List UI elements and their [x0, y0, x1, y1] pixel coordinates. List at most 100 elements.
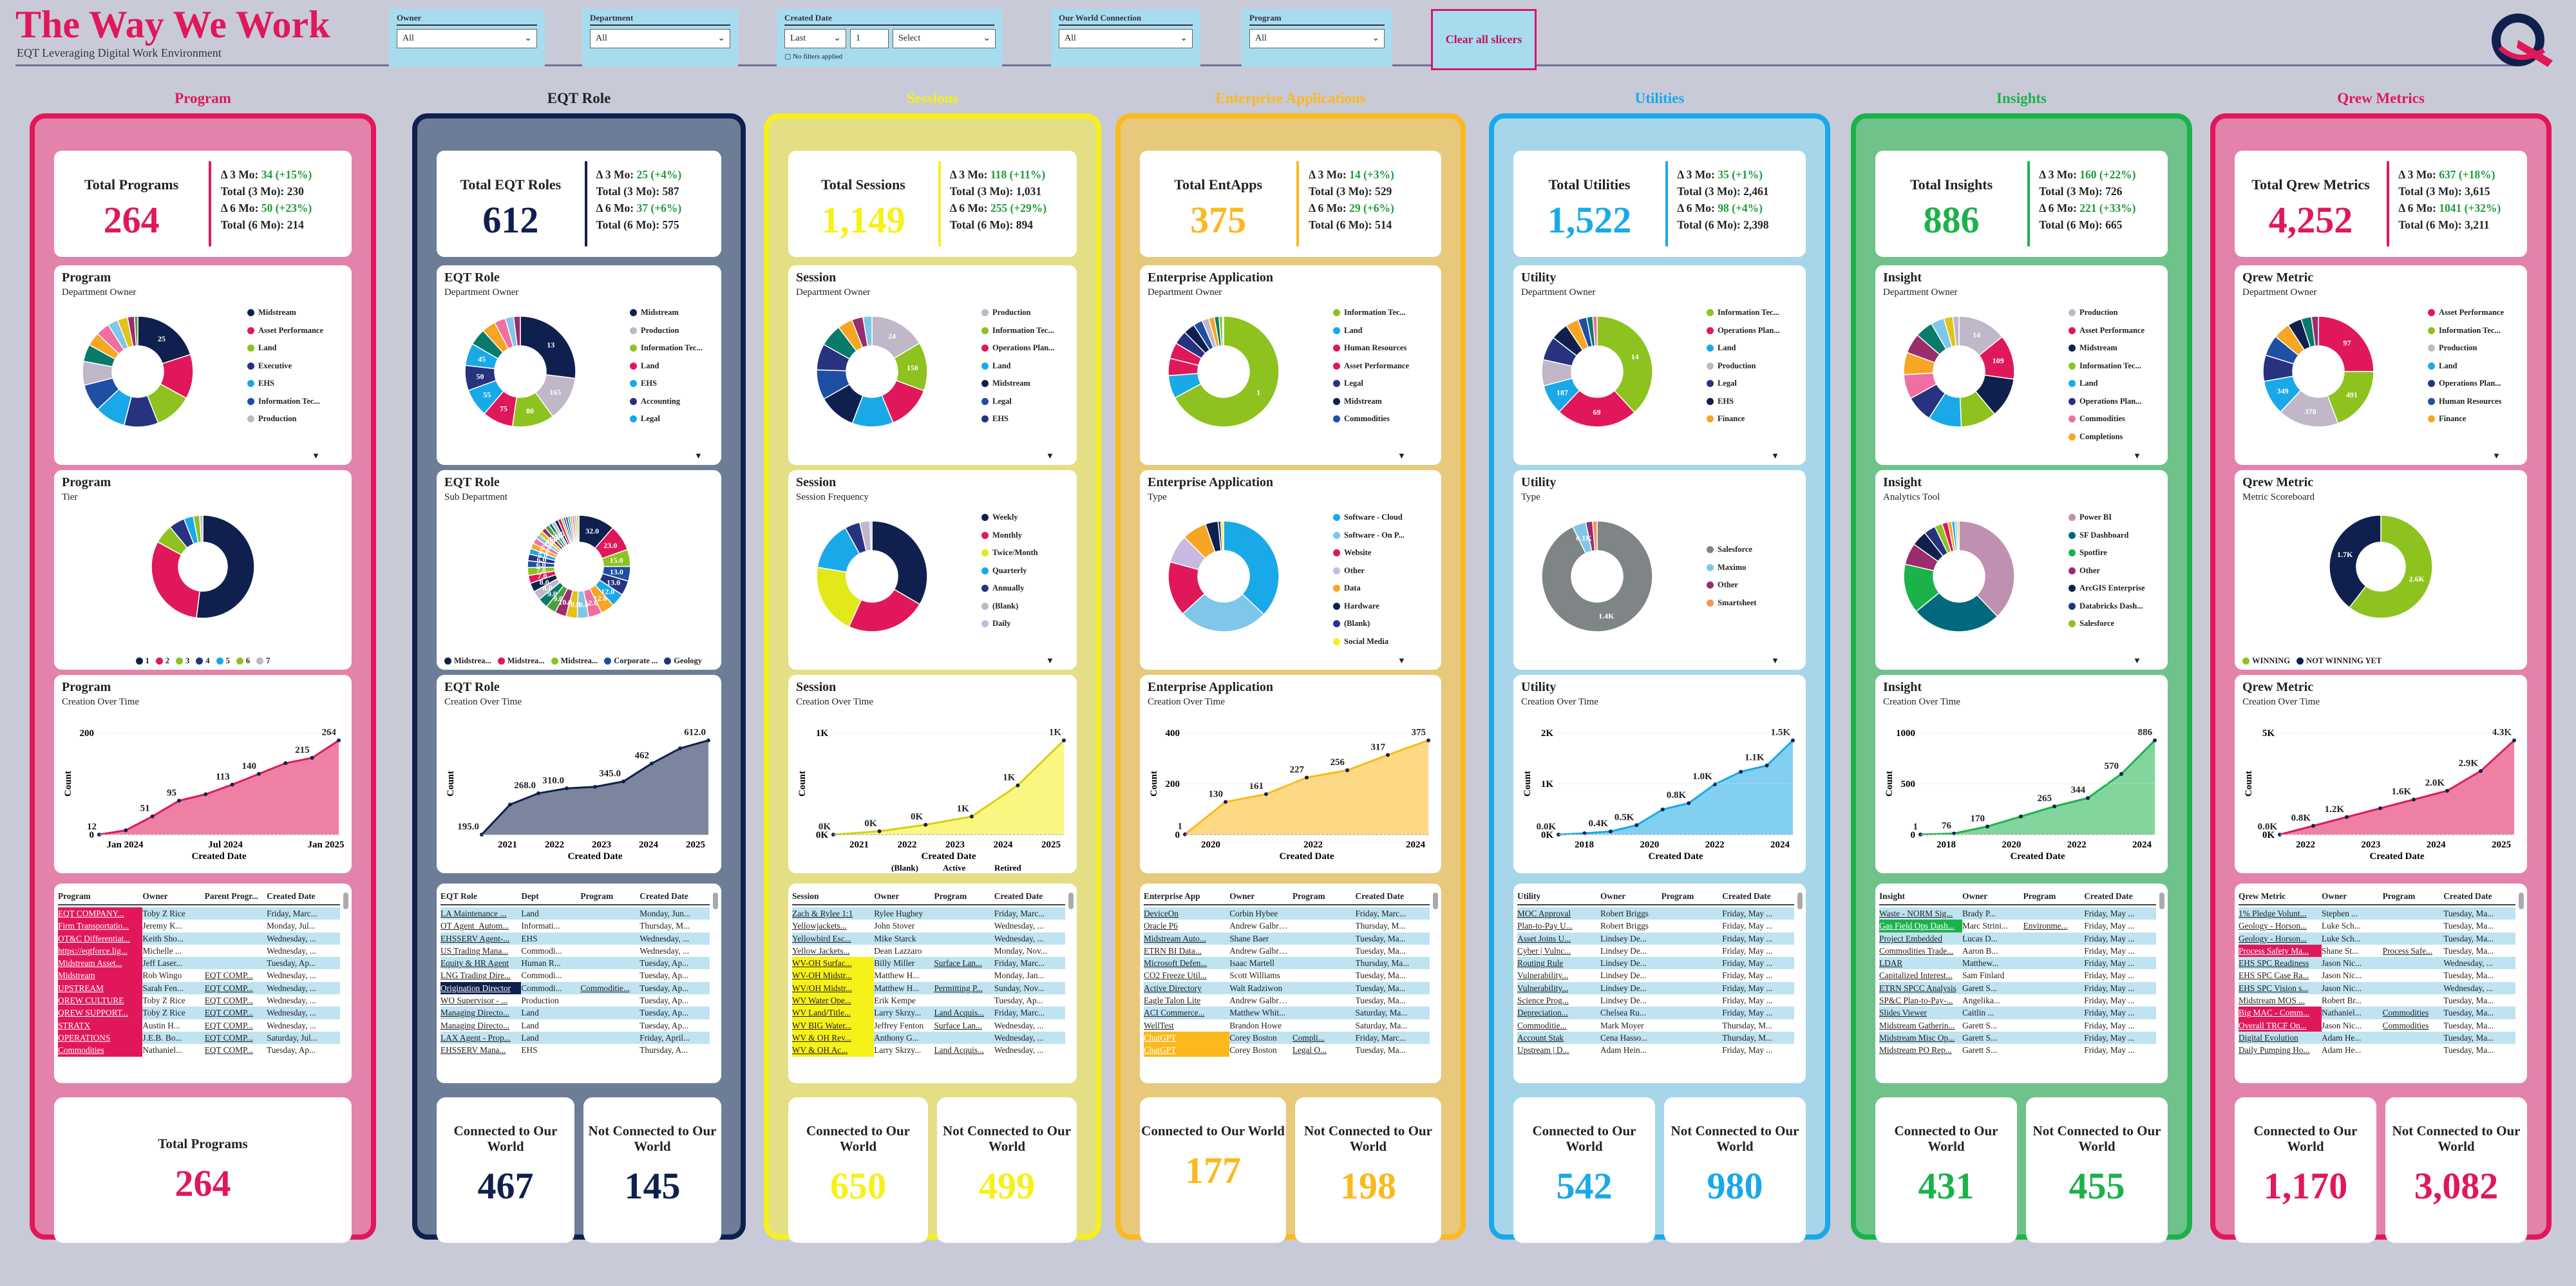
column-header[interactable]: Created Date [1355, 891, 1404, 901]
table-cell[interactable]: LAX Agent - Prop... [440, 1032, 511, 1043]
table-cell[interactable]: Midstream [58, 969, 143, 982]
department-dropdown[interactable]: All ⌄ [590, 29, 730, 48]
column-header[interactable]: Created Date [2443, 891, 2492, 901]
legend-item[interactable]: Information Tec... [1707, 304, 1780, 322]
legend-item[interactable]: Completions [2069, 428, 2145, 446]
legend-item[interactable]: Operations Plan... [2428, 375, 2504, 393]
table-row[interactable]: Vulnerability... Lindsey De... Friday, May… [1517, 981, 1794, 995]
donut1-slice[interactable] [133, 316, 138, 346]
column-header[interactable]: Qrew Metric [2239, 891, 2286, 901]
table-scrollbar[interactable] [1068, 893, 1074, 909]
table-row[interactable]: WV Land/Title... Larry Skrzy... Land Acqui… [792, 1007, 1065, 1019]
table-row[interactable]: Overall TRCF On... Jason Nic... Commoditie… [2239, 1019, 2515, 1032]
donut2-slice[interactable] [576, 515, 580, 543]
data-point[interactable] [124, 828, 128, 833]
table-cell[interactable]: Science Prog... [1517, 996, 1569, 1006]
table-row[interactable]: Plan-to-Pay U... Robert Briggs Friday, May… [1517, 920, 1794, 932]
legend-item[interactable]: Databricks Dash... [2069, 598, 2145, 616]
legend-item[interactable]: Information Tec... [981, 322, 1055, 340]
column-header[interactable]: Owner [1962, 891, 1988, 901]
table-cell[interactable]: Geology - Horson... [2239, 933, 2307, 943]
data-point[interactable] [1426, 738, 1430, 742]
date-period-dropdown[interactable]: Last ⌄ [784, 29, 846, 48]
donut1-slice[interactable] [862, 316, 873, 347]
legend-item[interactable]: Land [2069, 375, 2145, 393]
table-row[interactable]: Gas Field Ops Dash... Marc Strini... Envir… [1879, 920, 2156, 932]
legend-item[interactable]: Asset Performance [2428, 304, 2504, 322]
legend-item[interactable]: 7 [256, 656, 270, 666]
table-cell[interactable]: Zach & Rylee 1:1 [792, 909, 853, 918]
column-header[interactable]: Program [934, 891, 967, 901]
legend-item[interactable]: Geology [664, 656, 702, 666]
table-cell[interactable]: Project Embedded [1879, 933, 1942, 943]
donut1-slice[interactable] [2318, 316, 2374, 372]
table-row[interactable]: Commodities Nathaniel... EQT COMP... Tuesda… [58, 1044, 340, 1057]
donut2-slice[interactable] [2329, 515, 2382, 609]
legend-item[interactable]: Software - On P... [1333, 527, 1405, 545]
data-point[interactable] [621, 779, 625, 784]
data-point[interactable] [257, 771, 261, 776]
column-header[interactable]: Program [58, 891, 91, 901]
table-row[interactable]: Zach & Rylee 1:1 Rylee Hughey Friday, Marc… [792, 907, 1065, 920]
table-cell[interactable]: Midstream Misc Op... [1879, 1032, 1955, 1043]
line-legend-item[interactable]: (Blank) [891, 863, 918, 873]
column-header[interactable]: Owner [1600, 891, 1626, 901]
legend-item[interactable]: Software - Cloud [1333, 509, 1405, 527]
table-row[interactable]: Managing Directo... Land Tuesday, Ap... [440, 1007, 710, 1019]
table-cell[interactable]: OT&C Differentiat... [58, 932, 143, 945]
legend-item[interactable]: Production [1707, 357, 1780, 375]
legend-item[interactable]: 3 [176, 656, 189, 666]
table-row[interactable]: Commoditie... Mark Moyer Thursday, M... [1517, 1019, 1794, 1032]
legend-item[interactable]: Website [1333, 544, 1405, 562]
column-header[interactable]: Program [1292, 891, 1325, 901]
legend-item[interactable]: Legal [981, 393, 1055, 411]
table-scrollbar[interactable] [1433, 893, 1438, 909]
data-point[interactable] [969, 814, 974, 818]
line-legend-item[interactable]: Active [943, 863, 966, 873]
table-row[interactable]: Midstream Misc Op... Garett S... Friday, M… [1879, 1031, 2156, 1045]
table-cell[interactable]: Midstream Asset... [58, 957, 143, 970]
data-point[interactable] [310, 755, 314, 760]
table-cell[interactable]: ACI Commerce... [1144, 1008, 1205, 1018]
table-cell[interactable]: Midstream Auto... [1144, 933, 1206, 943]
table-cell[interactable]: QREW SUPPORT... [58, 1007, 143, 1019]
donut2-slice[interactable] [871, 520, 928, 605]
legend-item[interactable]: 5 [216, 656, 230, 666]
table-row[interactable]: Daily Pumping Ho... Adam He... Tuesday, Ma… [2239, 1044, 2515, 1057]
data-point[interactable] [2479, 769, 2483, 773]
table-cell[interactable]: EHSSERV Agent-... [440, 933, 510, 943]
data-point[interactable] [204, 792, 208, 797]
legend-item[interactable]: Twice/Month [981, 544, 1038, 562]
table-row[interactable]: Commodities Trade... Aaron B... Friday, Ma… [1879, 944, 2156, 958]
legend-item[interactable]: Information Tec... [1333, 304, 1409, 322]
column-header[interactable]: Program [580, 891, 614, 901]
donut2-slice[interactable] [1915, 592, 1998, 632]
table-row[interactable]: WV Water Ope... Erik Kempe Tuesday, Ap... [792, 994, 1065, 1007]
table-cell[interactable]: WV & OH Ac... [792, 1044, 875, 1057]
table-cell[interactable]: Waste - NORM Sig... [1879, 909, 1953, 918]
column-header[interactable]: Parent Progr... [204, 891, 258, 901]
table-row[interactable]: OT&C Differentiat... Keith Sho... Wednesda… [58, 932, 340, 945]
data-point[interactable] [1386, 753, 1390, 757]
table-cell[interactable]: Slides Viewer [1879, 1008, 1927, 1018]
column-header[interactable]: Owner [142, 891, 168, 901]
table-cell[interactable]: Eagle Talon Lite [1144, 996, 1201, 1006]
donut2-slice[interactable] [848, 589, 921, 632]
table-cell[interactable]: ETRN BI Data... [1144, 945, 1202, 956]
column-header[interactable]: Owner [1229, 891, 1255, 901]
table-cell[interactable]: Account Stak [1517, 1032, 1564, 1043]
table-row[interactable]: WellTest Brandon Howe Saturday, Ma... [1144, 1019, 1430, 1032]
expand-caret-icon[interactable]: ▼ [2133, 656, 2141, 665]
legend-item[interactable]: Land [630, 357, 703, 375]
data-point[interactable] [706, 738, 710, 742]
table-cell[interactable]: LA Maintenance ... [440, 909, 507, 918]
legend-item[interactable]: WINNING [2242, 656, 2290, 666]
column-header[interactable]: Created Date [2084, 891, 2133, 901]
data-point[interactable] [1712, 782, 1717, 786]
table-cell[interactable]: ETRN SPCC Analysis [1879, 983, 1956, 993]
table-scrollbar[interactable] [2519, 893, 2524, 909]
legend-item[interactable]: Commodities [1333, 410, 1409, 428]
legend-item[interactable]: Operations Plan... [1707, 322, 1780, 340]
table-cell[interactable]: Capitalized Interest... [1879, 970, 1953, 981]
legend-item[interactable]: SF Dashboard [2069, 527, 2145, 545]
